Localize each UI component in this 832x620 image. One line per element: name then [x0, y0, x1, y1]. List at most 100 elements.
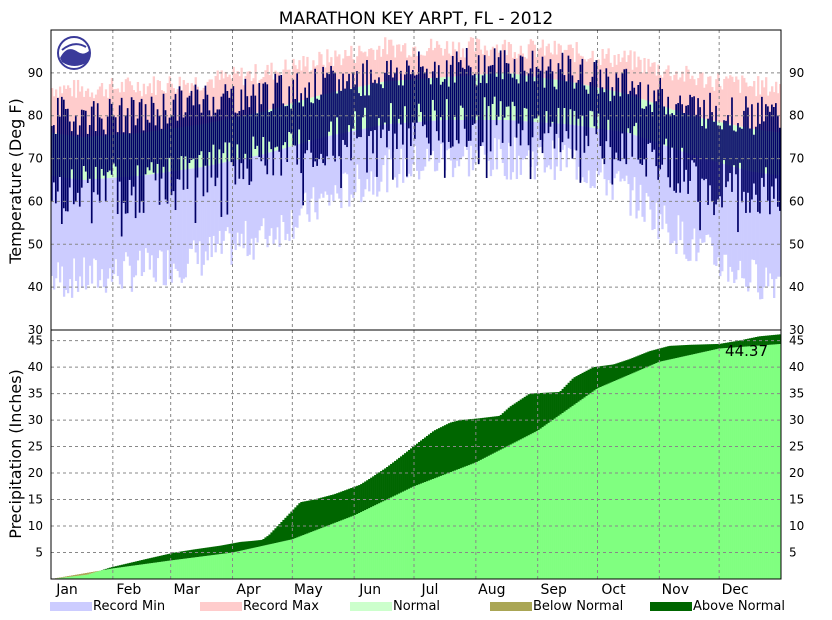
- record-max-bar: [78, 91, 82, 137]
- normal-precip-bar: [82, 575, 86, 579]
- observed-temp-bar: [328, 74, 330, 132]
- observed-temp-bar: [200, 112, 203, 152]
- record-min-bar: [433, 120, 437, 172]
- record-max-bar: [739, 92, 742, 127]
- above-normal-bar: [479, 418, 483, 460]
- record-max-bar: [98, 86, 102, 136]
- observed-temp-bar: [451, 55, 454, 147]
- observed-temp-bar: [775, 103, 777, 179]
- above-normal-bar: [234, 542, 237, 552]
- record-max-bar: [755, 96, 758, 130]
- observed-temp-bar: [547, 66, 550, 134]
- record-max-bar: [741, 75, 744, 127]
- normal-precip-bar: [585, 396, 588, 579]
- above-normal-bar: [344, 490, 347, 519]
- above-normal-bar: [625, 360, 628, 376]
- observed-temp-bar: [605, 68, 608, 142]
- record-max-bar: [348, 55, 351, 89]
- normal-precip-bar: [667, 359, 670, 579]
- observed-temp-bar: [625, 68, 628, 165]
- above-normal-bar: [182, 551, 185, 559]
- record-min-bar: [747, 170, 750, 292]
- precip-tick-label-right: 5: [789, 546, 797, 560]
- record-max-bar: [246, 71, 249, 115]
- below-normal-bar: [72, 575, 76, 577]
- record-min-bar: [246, 157, 249, 257]
- observed-temp-bar: [172, 99, 175, 192]
- above-normal-bar: [166, 554, 169, 561]
- above-normal-bar: [583, 371, 586, 398]
- normal-precip-bar: [378, 503, 381, 579]
- above-normal-bar: [501, 413, 505, 449]
- record-min-bar: [459, 120, 463, 159]
- record-max-bar: [627, 55, 630, 95]
- observed-temp-bar: [735, 131, 737, 175]
- above-normal-bar: [457, 420, 461, 469]
- below-normal-bar: [66, 576, 70, 577]
- above-normal-bar: [719, 343, 722, 349]
- record-max-bar: [747, 86, 750, 129]
- record-max-bar: [671, 80, 674, 110]
- normal-precip-bar: [416, 485, 419, 579]
- observed-temp-bar: [104, 134, 107, 201]
- normal-precip-bar: [284, 540, 287, 579]
- normal-precip-bar: [342, 519, 345, 579]
- normal-precip-bar: [761, 345, 764, 579]
- normal-precip-bar: [260, 546, 263, 579]
- above-normal-bar: [557, 392, 560, 416]
- above-normal-bar: [763, 335, 766, 346]
- normal-precip-bar: [146, 563, 150, 579]
- above-normal-bar: [132, 561, 136, 566]
- above-normal-bar: [553, 392, 556, 419]
- record-max-bar: [388, 39, 391, 82]
- record-min-bar: [148, 174, 152, 270]
- record-min-bar: [511, 120, 515, 173]
- observed-temp-bar: [517, 83, 520, 124]
- record-min-bar: [437, 120, 441, 163]
- record-max-bar: [372, 49, 375, 84]
- record-min-bar: [565, 124, 568, 168]
- normal-precip-bar: [58, 577, 62, 579]
- above-normal-bar: [687, 344, 690, 356]
- normal-precip-bar: [166, 560, 169, 579]
- chart-title: MARATHON KEY ARPT, FL - 2012: [279, 9, 553, 29]
- record-min-bar: [643, 138, 646, 222]
- above-normal-bar: [689, 344, 692, 355]
- record-min-bar: [396, 123, 399, 188]
- normal-precip-bar: [72, 576, 76, 579]
- normal-precip-bar: [104, 569, 108, 579]
- normal-precip-bar: [715, 349, 718, 579]
- record-min-bar: [238, 159, 241, 247]
- record-min-bar: [463, 120, 467, 147]
- normal-precip-bar: [208, 555, 211, 579]
- below-normal-bar: [90, 571, 94, 574]
- observed-temp-bar: [599, 69, 602, 147]
- observed-temp-bar: [683, 112, 685, 182]
- observed-temp-bar: [144, 104, 147, 175]
- normal-precip-bar: [775, 344, 778, 579]
- record-max-bar: [126, 77, 130, 134]
- record-max-bar: [284, 59, 287, 106]
- observed-temp-bar: [216, 109, 219, 178]
- above-normal-bar: [775, 334, 778, 345]
- record-max-bar: [304, 66, 307, 100]
- above-normal-bar: [639, 354, 642, 370]
- above-normal-bar: [338, 492, 341, 522]
- record-max-bar: [112, 89, 116, 135]
- observed-temp-bar: [429, 84, 432, 156]
- observed-temp-bar: [260, 104, 263, 162]
- normal-precip-bar: [439, 475, 443, 579]
- precip-tick-label-left: 20: [28, 466, 43, 480]
- record-min-bar: [88, 179, 92, 266]
- observed-temp-bar: [252, 84, 255, 137]
- normal-precip-bar: [90, 573, 94, 579]
- normal-precip-bar: [174, 559, 177, 579]
- above-normal-bar: [160, 555, 163, 562]
- record-min-bar: [721, 163, 724, 272]
- record-max-bar: [52, 96, 56, 134]
- record-max-bar: [114, 88, 118, 135]
- record-max-bar: [134, 92, 138, 134]
- month-tick-label: Dec: [722, 582, 749, 598]
- record-min-bar: [521, 121, 525, 160]
